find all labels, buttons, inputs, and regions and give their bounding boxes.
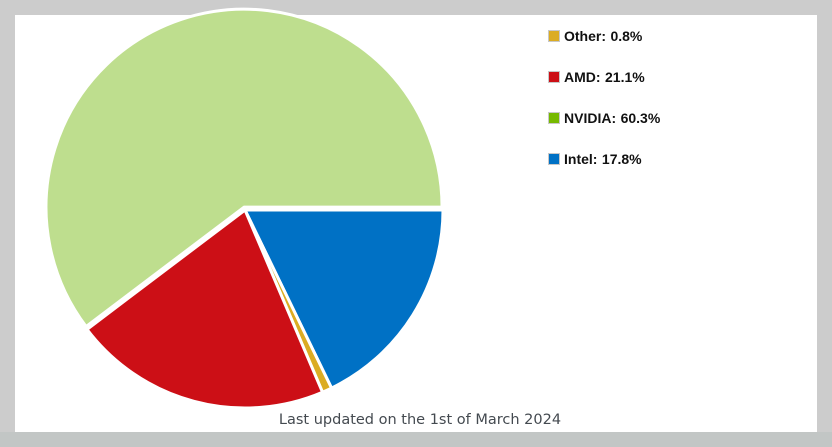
- bottom-strip: [0, 432, 832, 447]
- legend-value: 0.8%: [610, 28, 643, 44]
- legend-value: 21.1%: [605, 69, 645, 85]
- pie-slice-amd[interactable]: [85, 208, 324, 410]
- legend-swatch-intel: [548, 153, 560, 165]
- legend-swatch-other: [548, 30, 560, 42]
- legend-label: Other:: [564, 28, 606, 44]
- legend-item-nvidia[interactable]: NVIDIA: 60.3%: [548, 110, 660, 126]
- pie-slices: [44, 7, 445, 410]
- legend-label: Intel:: [564, 151, 598, 167]
- pie-slice-intel[interactable]: [243, 208, 445, 390]
- legend-swatch-nvidia: [548, 112, 560, 124]
- legend-value: 17.8%: [601, 151, 642, 167]
- last-updated-note: Last updated on the 1st of March 2024: [278, 412, 562, 428]
- legend-swatch-amd: [548, 71, 560, 83]
- legend-item-intel[interactable]: Intel: 17.8%: [548, 151, 660, 167]
- legend-item-other[interactable]: Other: 0.8%: [548, 28, 660, 44]
- legend-value: 60.3%: [620, 110, 661, 126]
- legend-label: AMD:: [564, 69, 601, 85]
- pie-slice-nvidia[interactable]: [44, 7, 444, 329]
- legend-label: NVIDIA:: [564, 110, 617, 126]
- legend: Other: 0.8% AMD: 21.1% NVIDIA: 60.3% Int…: [548, 28, 660, 192]
- legend-item-amd[interactable]: AMD: 21.1%: [548, 69, 660, 85]
